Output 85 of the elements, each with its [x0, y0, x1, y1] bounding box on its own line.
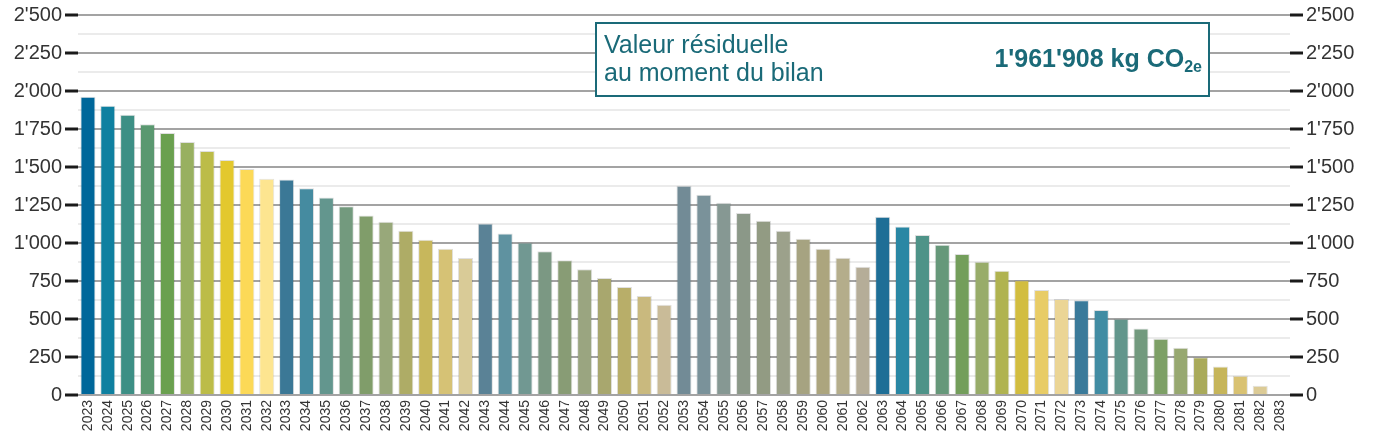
y-tick-label: 1'000 [13, 230, 62, 253]
x-tick-label: 2049 [595, 399, 612, 432]
x-tick-label: 2051 [635, 399, 652, 432]
x-tick-label: 2069 [992, 399, 1009, 432]
x-tick-label: 2054 [694, 399, 711, 432]
x-tick-label: 2055 [714, 399, 731, 432]
y-tick-label: 1'500 [13, 154, 62, 177]
x-tick-label: 2042 [456, 399, 473, 432]
x-tick-label: 2028 [178, 399, 195, 432]
y2-tick-label: 1'500 [1306, 154, 1355, 177]
x-tick-label: 2075 [1111, 399, 1128, 432]
y2-tick-label: 2'500 [1306, 2, 1355, 25]
annotation: 1'961'908 kg CO$_{2e}$ [994, 43, 1202, 75]
x-tick-label: 2062 [853, 399, 870, 432]
x-tick-label: 2070 [1012, 399, 1029, 432]
y-tick-label: 2'250 [13, 40, 62, 63]
x-tick-label: 2033 [277, 399, 294, 432]
y2-tick-label: 750 [1306, 268, 1340, 291]
x-tick-label: 2046 [535, 399, 552, 432]
x-tick-label: 2048 [575, 399, 592, 432]
y2-tick-label: 1'250 [1306, 192, 1355, 215]
x-tick-label: 2065 [913, 399, 930, 432]
x-tick-label: 2036 [337, 399, 354, 432]
x-tick-label: 2030 [217, 399, 234, 432]
y-tick-label: 2'500 [13, 2, 62, 25]
x-tick-label: 2032 [257, 399, 274, 432]
x-tick-label: 2025 [118, 399, 135, 432]
y2-tick-label: 2'250 [1306, 40, 1355, 63]
x-tick-label: 2037 [356, 399, 373, 432]
x-tick-label: 2063 [873, 399, 890, 432]
x-tick-label: 2034 [297, 399, 314, 432]
x-tick-label: 2045 [515, 399, 532, 432]
x-tick-label: 2064 [893, 399, 910, 432]
x-tick-label: 2058 [774, 399, 791, 432]
x-tick-label: 2077 [1151, 399, 1168, 432]
x-tick-label: 2040 [416, 399, 433, 432]
x-tick-label: 2080 [1211, 399, 1228, 432]
x-tick-label: 2079 [1191, 399, 1208, 432]
y2-tick-label: 500 [1306, 306, 1340, 329]
x-tick-label: 2026 [138, 399, 155, 432]
x-tick-label: 2043 [476, 399, 493, 432]
x-tick-label: 2044 [496, 399, 513, 432]
y-tick-label: 1'250 [13, 192, 62, 215]
x-tick-label: 2052 [654, 399, 671, 432]
x-tick-label: 2081 [1231, 399, 1248, 432]
x-tick-label: 2031 [237, 399, 254, 432]
x-tick-label: 2073 [1072, 399, 1089, 432]
y-tick-label: 250 [28, 344, 62, 367]
x-tick-label: 2078 [1171, 399, 1188, 432]
y2-tick-label: 0 [1306, 382, 1318, 405]
x-tick-label: 2038 [376, 399, 393, 432]
x-tick-label: 2057 [754, 399, 771, 432]
x-tick-label: 2047 [555, 399, 572, 432]
x-tick-label: 2074 [1092, 399, 1109, 432]
x-tick-label: 2041 [436, 399, 453, 432]
y2-tick-label: 2'000 [1306, 78, 1355, 101]
x-tick-label: 2056 [734, 399, 751, 432]
x-tick-label: 2072 [1052, 399, 1069, 432]
x-tick-label: 2027 [158, 399, 175, 432]
x-tick-label: 2053 [674, 399, 691, 432]
x-tick-label: 2076 [1131, 399, 1148, 432]
y2-tick-label: 1'000 [1306, 230, 1355, 253]
y2-tick-label: 250 [1306, 344, 1340, 367]
x-tick-label: 2050 [615, 399, 632, 432]
x-tick-label: 2035 [317, 399, 334, 432]
x-tick-label: 2023 [78, 399, 95, 432]
x-tick-label: 2029 [198, 399, 215, 432]
y-tick-label: 0 [50, 382, 62, 405]
x-tick-label: 2071 [1032, 399, 1049, 432]
x-tick-label: 2067 [953, 399, 970, 432]
y2-tick-label: 1'750 [1306, 116, 1355, 139]
y-tick-label: 500 [28, 306, 62, 329]
annotation: Valeur résiduelle au moment du bilan [604, 30, 824, 86]
x-tick-label: 2061 [833, 399, 850, 432]
x-tick-label: 2083 [1270, 399, 1287, 432]
y-tick-label: 2'000 [13, 78, 62, 101]
x-tick-label: 2024 [98, 399, 115, 432]
x-tick-label: 2066 [933, 399, 950, 432]
x-tick-label: 2060 [813, 399, 830, 432]
y-tick-label: 1'750 [13, 116, 62, 139]
y-tick-label: 750 [28, 268, 62, 291]
x-tick-label: 2059 [794, 399, 811, 432]
x-tick-label: 2068 [972, 399, 989, 432]
x-tick-label: 2039 [396, 399, 413, 432]
x-tick-label: 2082 [1251, 399, 1268, 432]
